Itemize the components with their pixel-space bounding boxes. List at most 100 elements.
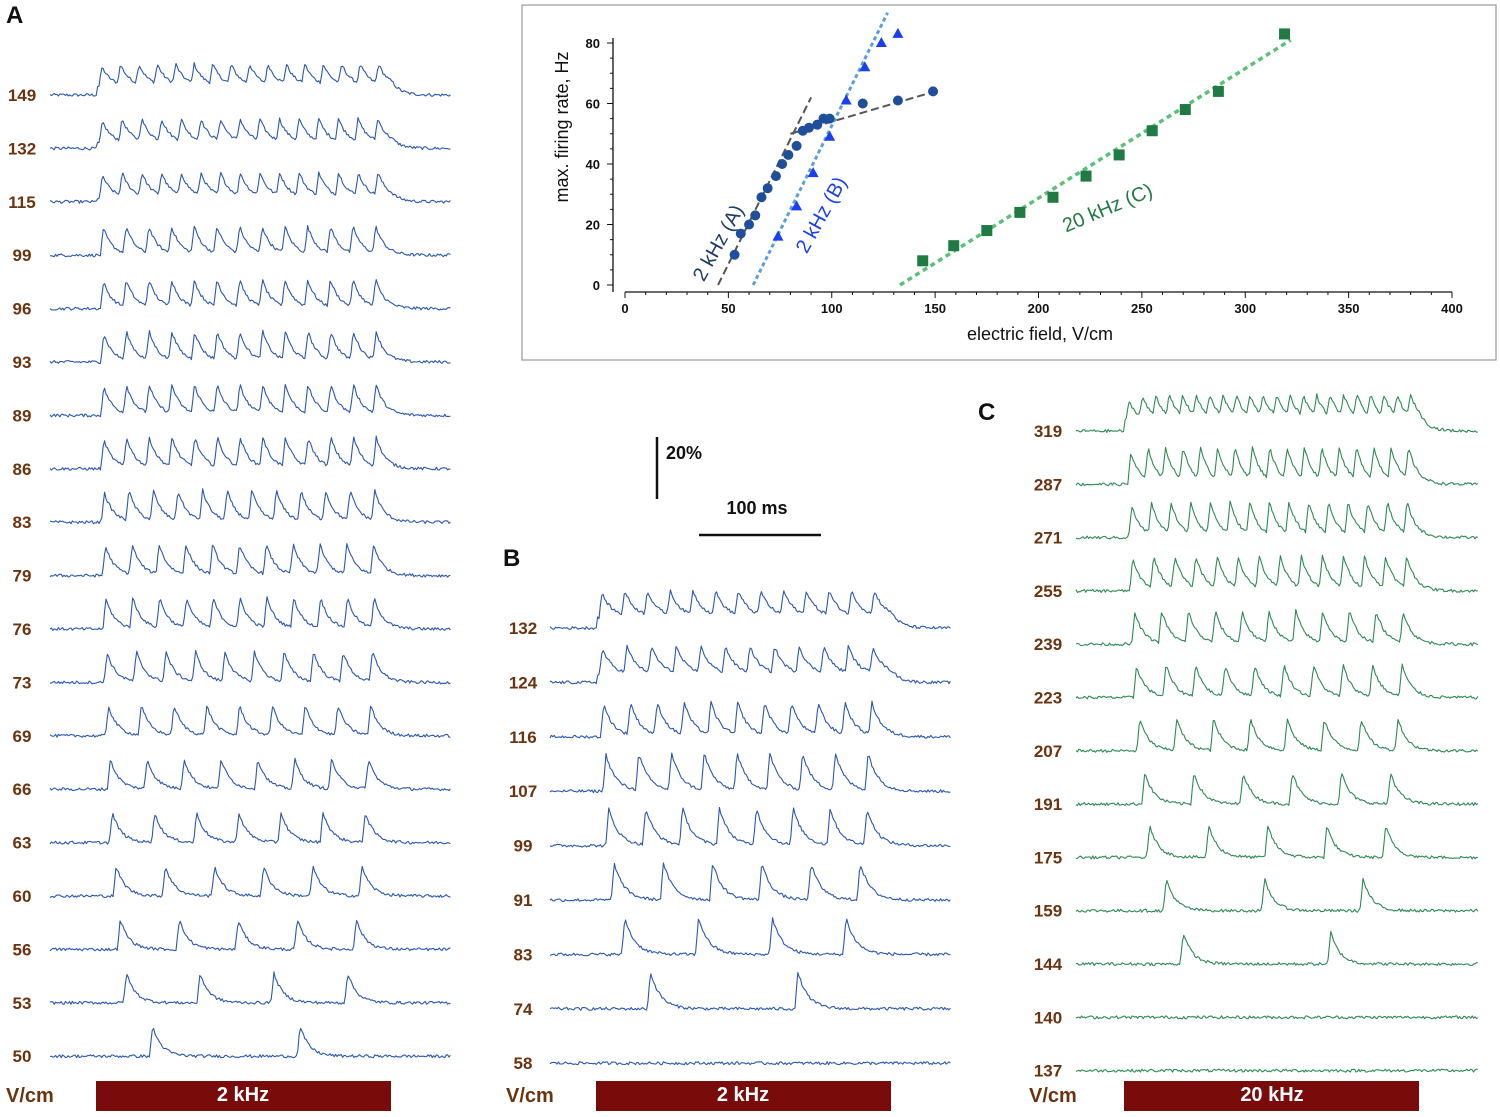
- voltage-trace: [49, 596, 451, 631]
- voltage-label: 207: [1034, 742, 1062, 761]
- x-tick-label: 50: [721, 301, 735, 316]
- point-b: [824, 130, 836, 141]
- point-a: [756, 192, 767, 203]
- voltage-label: 86: [13, 460, 32, 479]
- point-a: [928, 86, 939, 97]
- voltage-label: 53: [13, 994, 32, 1013]
- voltage-label: 175: [1034, 848, 1062, 867]
- panel-b-stim-label: 2 kHz: [717, 1084, 769, 1106]
- voltage-label: 73: [13, 673, 32, 692]
- voltage-trace: [49, 383, 451, 418]
- voltage-label: 89: [13, 406, 32, 425]
- voltage-label: 69: [13, 727, 32, 746]
- voltage-trace: [49, 757, 451, 792]
- voltage-trace: [1075, 446, 1479, 487]
- point-b: [791, 200, 803, 211]
- voltage-trace: [49, 971, 451, 1005]
- voltage-trace: [49, 705, 451, 738]
- voltage-label: 99: [514, 837, 533, 856]
- point-a: [762, 183, 773, 194]
- voltage-trace: [1075, 500, 1479, 540]
- voltage-label: 137: [1034, 1062, 1062, 1081]
- voltage-trace: [49, 488, 451, 525]
- panel-b-unit-label: V/cm: [506, 1085, 554, 1107]
- point-a: [729, 249, 740, 260]
- voltage-label: 93: [13, 353, 32, 372]
- panel-c-stim-bar: [1124, 1081, 1419, 1111]
- time-scale-label: 100 ms: [726, 498, 787, 518]
- voltage-trace: [49, 171, 451, 204]
- panel-a-traces: 149 132 115 99 96 93 89 86 83 79 76 73 69 66 63 60 56 53 5…: [8, 62, 451, 1066]
- voltage-trace: [1075, 663, 1479, 700]
- voltage-trace: [549, 917, 951, 957]
- fit-line-a: [717, 97, 812, 286]
- voltage-trace: [1075, 554, 1478, 593]
- voltage-trace: [49, 116, 451, 151]
- point-b: [859, 61, 871, 72]
- voltage-label: 144: [1034, 955, 1063, 974]
- inset-axes: 0 50 100 150 200 250 300 350 400 0 20 40 60 80: [586, 36, 1463, 316]
- panel-a-stim-label: 2 kHz: [217, 1084, 269, 1106]
- point-b: [772, 230, 784, 241]
- voltage-label: 116: [509, 728, 536, 747]
- x-tick-label: 350: [1338, 301, 1360, 316]
- voltage-trace: [549, 972, 951, 1011]
- voltage-trace: [1075, 773, 1479, 807]
- voltage-label: 56: [13, 940, 32, 959]
- panel-c-traces: 319 287 271 255 239 223 207 191 175 159 144 140 137: [1034, 393, 1479, 1081]
- voltage-label: 83: [514, 945, 533, 964]
- panel-b-traces: 132 124 116 107 99 91 83 74 58: [509, 589, 951, 1073]
- voltage-trace: [50, 649, 451, 685]
- voltage-label: 63: [13, 834, 32, 853]
- voltage-label: 223: [1034, 689, 1062, 708]
- point-c: [981, 225, 993, 237]
- voltage-trace: [1075, 825, 1478, 860]
- voltage-label: 159: [1034, 902, 1062, 921]
- x-tick-label: 0: [621, 301, 628, 316]
- panel-c-unit-label: V/cm: [1029, 1085, 1077, 1107]
- x-tick-label: 250: [1131, 301, 1153, 316]
- voltage-label: 107: [509, 782, 537, 801]
- panel-a-unit-label: V/cm: [6, 1085, 54, 1107]
- point-c: [1014, 206, 1026, 218]
- point-c: [948, 240, 960, 252]
- voltage-trace: [549, 862, 951, 902]
- voltage-label: 124: [509, 673, 538, 692]
- point-b: [892, 27, 904, 38]
- point-c: [1146, 125, 1158, 137]
- voltage-label: 239: [1034, 635, 1062, 654]
- point-c: [1179, 104, 1191, 116]
- panel-b-stim-bar: [596, 1081, 891, 1111]
- panel-a-letter: A: [6, 2, 23, 29]
- point-a: [812, 119, 823, 130]
- voltage-label: 255: [1034, 582, 1062, 601]
- point-b: [875, 37, 887, 47]
- x-tick-label: 100: [821, 301, 843, 316]
- voltage-label: 99: [13, 246, 32, 265]
- point-c: [1279, 28, 1291, 40]
- point-a: [750, 210, 761, 221]
- y-tick-label: 80: [586, 36, 600, 51]
- point-a: [857, 98, 868, 109]
- x-axis-label: electric field, V/cm: [967, 324, 1113, 344]
- voltage-label: 91: [514, 891, 533, 910]
- voltage-trace: [49, 279, 451, 311]
- point-b: [807, 167, 819, 178]
- voltage-label: 149: [8, 86, 36, 105]
- x-tick-label: 400: [1441, 301, 1463, 316]
- voltage-label: 191: [1034, 795, 1062, 814]
- point-c: [1113, 149, 1125, 161]
- voltage-label: 115: [8, 193, 35, 212]
- voltage-trace: [549, 1061, 951, 1066]
- voltage-label: 132: [8, 139, 36, 158]
- point-a: [770, 171, 781, 182]
- voltage-trace: [549, 589, 951, 631]
- voltage-trace: [49, 865, 451, 899]
- voltage-trace: [1075, 877, 1479, 913]
- y-tick-label: 0: [593, 278, 600, 293]
- voltage-trace: [1075, 718, 1479, 753]
- panel-a-stim-bar: [96, 1081, 391, 1111]
- voltage-label: 58: [514, 1054, 533, 1073]
- inset-frame: [521, 4, 1497, 361]
- voltage-trace: [49, 920, 451, 952]
